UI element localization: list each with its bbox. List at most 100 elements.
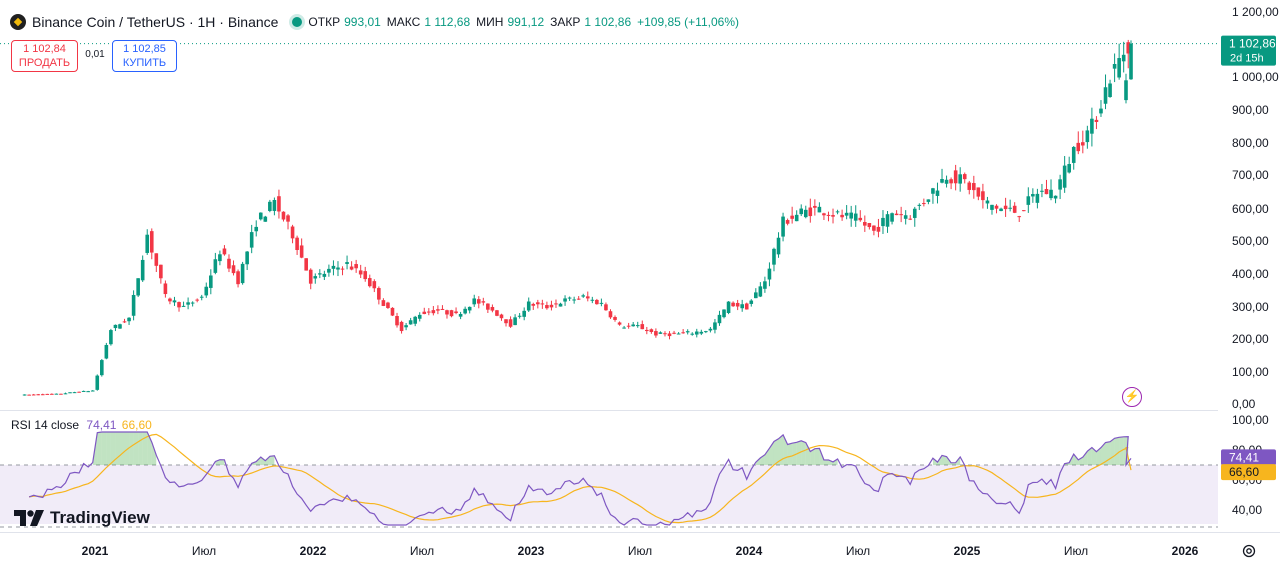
- countdown-label: 2d 15h: [1230, 53, 1264, 65]
- candle-body: [372, 281, 377, 289]
- candle-body: [322, 273, 327, 277]
- rsi-overbought-fill: [1100, 442, 1106, 465]
- candle-body: [794, 214, 799, 222]
- candle-body: [249, 232, 254, 248]
- last-price-badge: [1221, 35, 1276, 66]
- candle-body: [799, 208, 804, 215]
- candle-body: [922, 203, 926, 205]
- candle-body: [599, 302, 604, 304]
- candle-body: [195, 299, 199, 301]
- candle-body: [81, 390, 86, 392]
- rsi-overbought-fill: [219, 459, 225, 465]
- rsi-overbought-fill: [115, 432, 120, 465]
- buy-label: КУПИТЬ: [122, 57, 167, 69]
- candle-body: [349, 266, 354, 270]
- candle-body: [1003, 205, 1008, 210]
- candle-body: [313, 276, 318, 279]
- candle-body: [944, 179, 949, 184]
- buy-price: 1 102,85: [123, 43, 166, 55]
- price-axis-label: 1 200,00: [1232, 5, 1279, 19]
- rsi-overbought-fill: [260, 457, 266, 465]
- symbol-title[interactable]: Binance Coin / TetherUS · 1H · Binance: [32, 14, 279, 30]
- candle-body: [872, 225, 876, 231]
- candle-body: [840, 214, 844, 218]
- candle-body: [209, 275, 213, 288]
- time-axis-label: 2024: [736, 544, 763, 558]
- buy-button[interactable]: 1 102,85 КУПИТЬ: [112, 40, 177, 72]
- candle-body: [404, 325, 408, 328]
- candle-body: [327, 268, 331, 273]
- candle-body: [1067, 164, 1071, 173]
- candle-body: [826, 214, 831, 216]
- candle-body: [345, 262, 349, 264]
- candle-body: [626, 325, 631, 327]
- tradingview-logo[interactable]: TradingView: [14, 508, 150, 528]
- candle-body: [504, 319, 508, 324]
- candle-body: [899, 214, 903, 216]
- candle-body: [186, 302, 190, 305]
- rsi-overbought-fill: [119, 432, 125, 465]
- candle-body: [822, 213, 826, 216]
- gear-icon[interactable]: [1241, 543, 1257, 559]
- candle-body: [604, 304, 608, 311]
- pane-separator[interactable]: [0, 410, 1218, 411]
- rsi-overbought-fill: [773, 438, 779, 465]
- candle-body: [931, 188, 935, 194]
- rsi-overbought-fill: [1096, 447, 1101, 465]
- candle-body: [958, 174, 962, 184]
- candle-body: [472, 298, 477, 305]
- rsi-label: RSI 14 close: [11, 418, 80, 432]
- rsi-overbought-fill: [269, 455, 275, 465]
- candle-body: [213, 259, 218, 273]
- candle-body: [726, 301, 731, 314]
- candle-body: [813, 205, 817, 208]
- candle-body: [785, 220, 790, 224]
- rsi-overbought-fill: [810, 448, 815, 465]
- candle-body: [59, 393, 63, 395]
- market-status-icon: [292, 17, 303, 27]
- candle-body: [685, 331, 690, 333]
- candle-body: [109, 330, 113, 345]
- high-label: МАКС: [386, 15, 421, 29]
- candle-body: [1031, 194, 1035, 197]
- candle-body: [363, 271, 368, 280]
- candle-body: [758, 286, 763, 297]
- candle-body: [994, 205, 999, 209]
- candle-body: [808, 207, 813, 217]
- candle-body: [268, 201, 272, 211]
- time-axis-label: 2026: [1172, 544, 1199, 558]
- brand-name: TradingView: [50, 508, 150, 527]
- rsi-overbought-fill: [110, 432, 116, 465]
- candle-body: [163, 283, 168, 295]
- candle-body: [358, 270, 363, 275]
- candle-body: [36, 394, 41, 396]
- time-axis-label: Июл: [192, 544, 216, 558]
- time-axis-label: 2022: [300, 544, 327, 558]
- candle-body: [90, 390, 95, 392]
- candle-body: [408, 320, 413, 325]
- candle-body: [1099, 108, 1103, 114]
- candle-body: [754, 292, 758, 299]
- candle-body: [1090, 118, 1094, 134]
- rsi-legend[interactable]: RSI 14 close 74,41 66,60: [11, 418, 152, 432]
- lightning-icon[interactable]: ⚡: [1122, 387, 1142, 407]
- close-value: 1 102,86: [584, 15, 632, 29]
- candle-body: [940, 178, 944, 183]
- candle-body: [27, 394, 31, 396]
- price-axis-label: 1 000,00: [1232, 70, 1279, 84]
- candle-body: [722, 309, 726, 318]
- candle-body: [231, 265, 236, 274]
- candle-body: [735, 302, 740, 307]
- candle-body: [118, 324, 122, 329]
- candle-body: [817, 206, 822, 213]
- spread-value: 0,01: [85, 49, 105, 60]
- candle-body: [445, 310, 449, 315]
- price-axis-label: 900,00: [1232, 103, 1269, 117]
- candle-body: [999, 208, 1003, 212]
- candle-body: [558, 303, 563, 307]
- candle-body: [585, 296, 590, 299]
- candle-body: [590, 299, 595, 301]
- sell-button[interactable]: 1 102,84 ПРОДАТЬ: [11, 40, 78, 72]
- candle-body: [513, 317, 517, 326]
